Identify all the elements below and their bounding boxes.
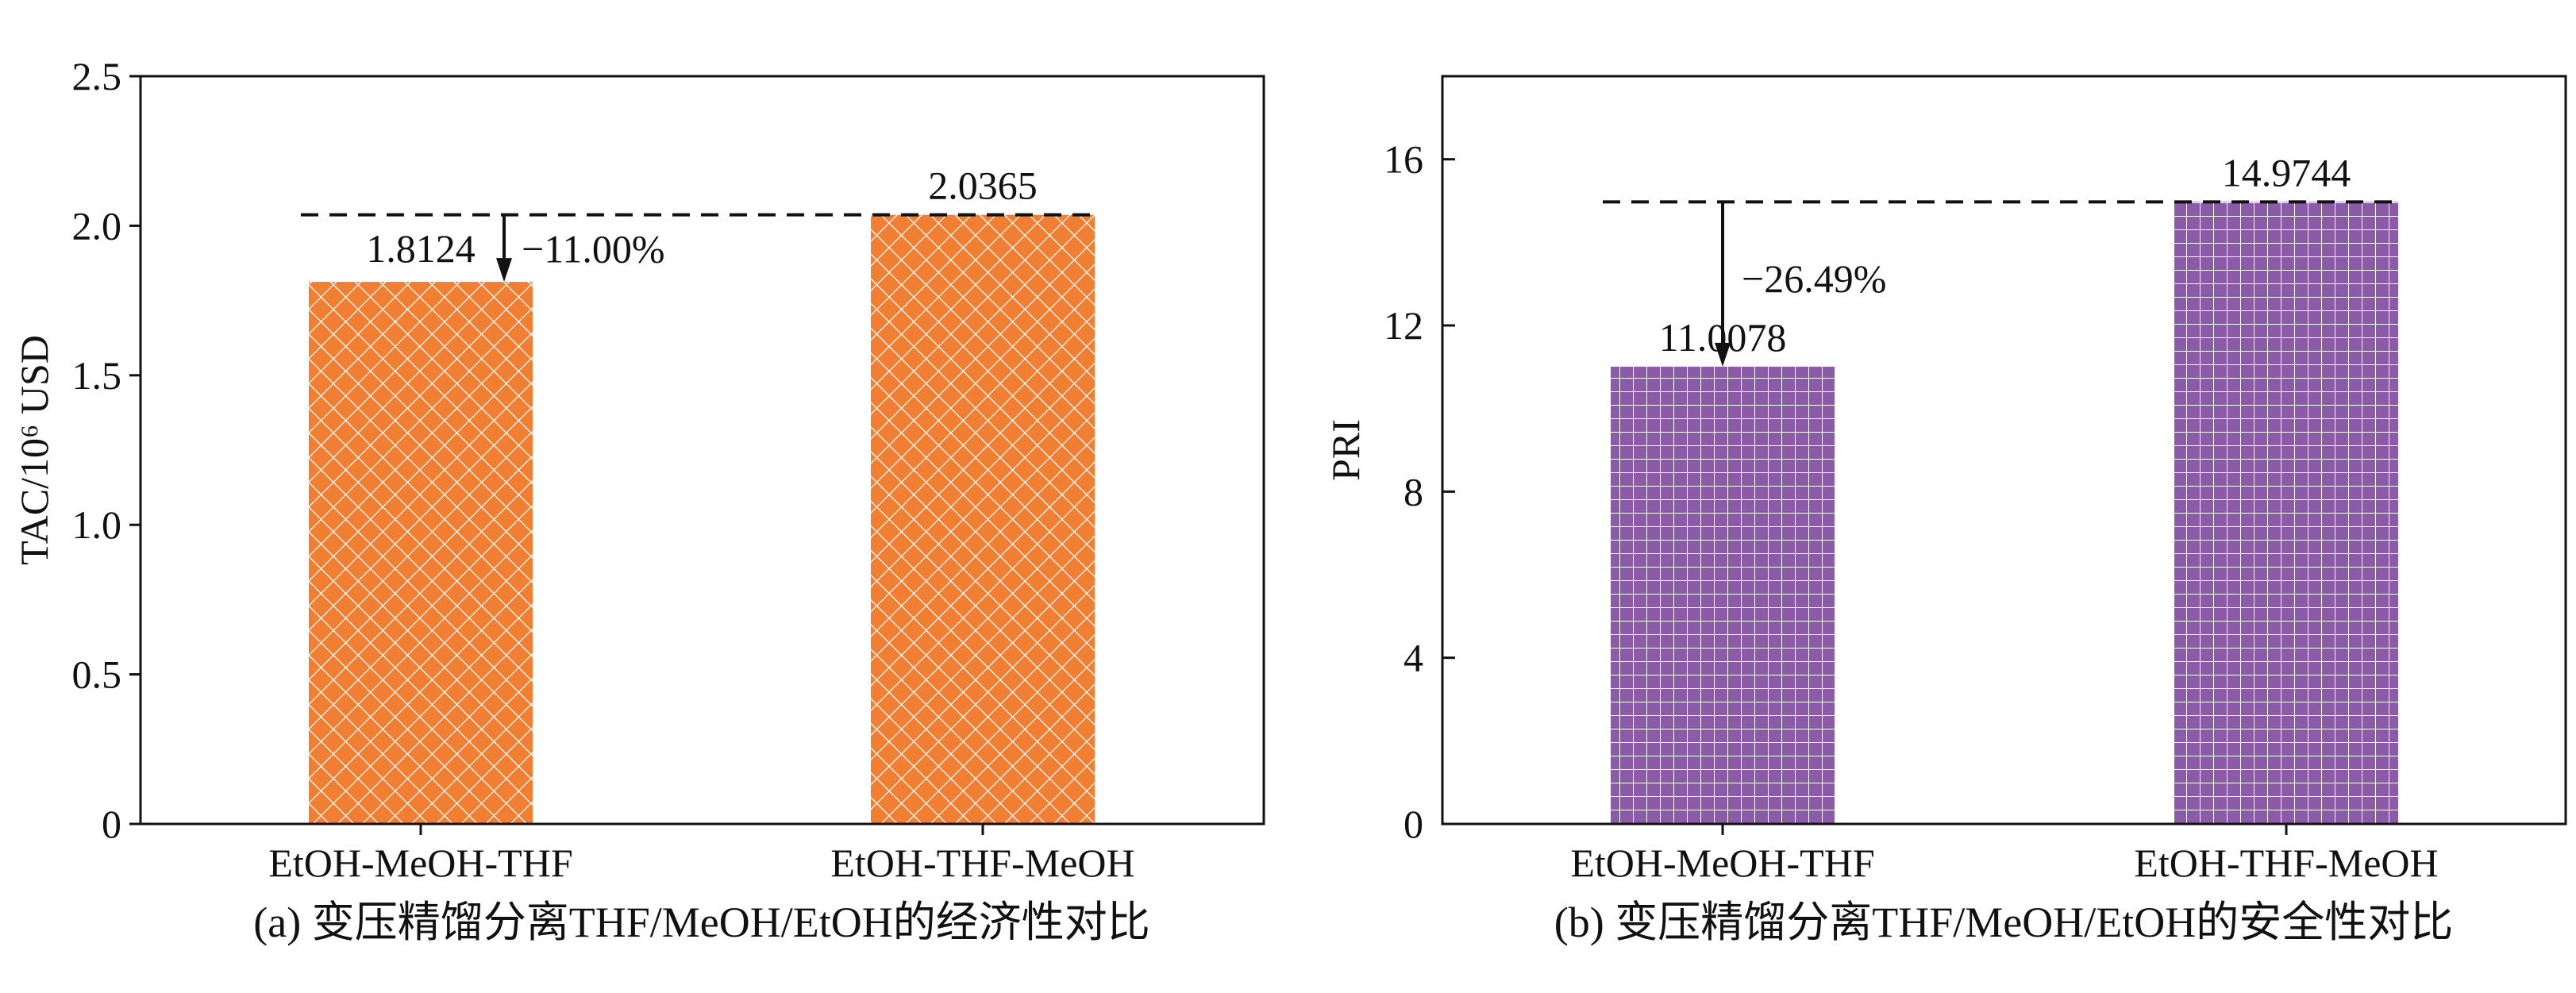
panel-b-plot-frame [1441,75,2567,826]
y-tick-label: 0.5 [72,652,122,697]
y-tick-label: 8 [1404,469,1423,514]
percent-change-label: −26.49% [1742,256,1886,301]
panel-b-caption: (b) 变压精馏分离THF/MeOH/EtOH的安全性对比 [1554,899,2453,946]
bar-2 [2174,202,2398,825]
decrease-arrowhead [496,258,512,283]
panel-a-tac-chart: 0 0.5 1.0 1.5 2.0 2.5 EtOH-MeOH-THF EtOH-THF-Me… [12,54,1265,946]
bar-2 [871,214,1095,824]
y-tick-label: 1.0 [72,502,122,547]
bar-1 [1611,366,1835,824]
y-tick-label: 2.5 [72,54,122,98]
percent-change-label: −11.00% [522,227,665,271]
y-tick-label: 12 [1384,303,1423,348]
y-tick-label: 1.5 [72,353,122,398]
bar-value-label: 1.8124 [366,226,476,271]
y-tick-label: 0 [1404,802,1423,846]
panel-b-y-axis-label: PRI [1323,419,1368,481]
bar-value-label: 14.9744 [2222,150,2351,194]
x-category-label: EtOH-MeOH-THF [268,841,572,885]
panel-a-caption: (a) 变压精馏分离THF/MeOH/EtOH的经济性对比 [253,899,1149,946]
bar-value-label: 2.0365 [928,164,1038,208]
bar-1 [309,282,533,825]
y-tick-label: 2.0 [72,203,122,248]
decrease-arrowhead [1715,342,1731,367]
x-category-label: EtOH-THF-MeOH [830,841,1134,885]
x-category-label: EtOH-THF-MeOH [2134,841,2438,885]
panel-a-y-axis-label: TAC/10⁶ USD [12,335,56,565]
y-tick-label: 0 [102,802,121,846]
y-tick-label: 16 [1384,137,1423,182]
panel-a-plot-frame [139,75,1265,826]
x-category-label: EtOH-MeOH-THF [1570,841,1874,885]
y-tick-label: 4 [1404,636,1423,680]
